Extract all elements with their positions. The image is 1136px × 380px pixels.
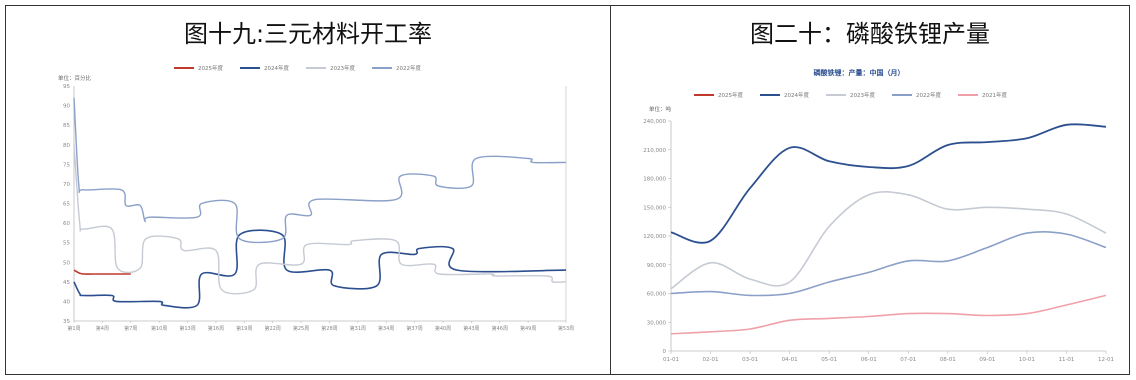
x-tick-label: 第28周 (321, 325, 337, 332)
y-tick-label: 50 (63, 260, 70, 266)
chart-title: 磷酸铁锂：产量：中国（月） (814, 68, 905, 77)
x-tick-label: 第10周 (151, 325, 167, 332)
x-tick-label: 第13周 (179, 325, 195, 332)
x-tick-label: 第46周 (492, 325, 508, 332)
legend-label: 2023年度 (850, 91, 875, 99)
legend-label: 2022年度 (916, 91, 941, 99)
x-tick-label: 04-01 (782, 357, 798, 361)
x-tick-label: 07-01 (900, 357, 916, 361)
figure-cell-right: 图二十：磷酸铁锂产量 磷酸铁锂：产量：中国（月） 2025年度 2024年度 2023… (611, 6, 1129, 374)
series-line-2021年度 (670, 294, 1107, 335)
x-tick-label: 第31周 (350, 325, 366, 332)
series-line-2022年度 (670, 231, 1107, 297)
y-tick-label: 120,000 (643, 234, 666, 240)
x-tick-label: 第1周 (67, 325, 80, 332)
x-tick-label: 第49周 (520, 325, 536, 332)
x-tick-label: 05-01 (821, 357, 837, 361)
x-tick-label: 第40周 (435, 325, 451, 332)
x-tick-label: 11-01 (1058, 357, 1074, 361)
y-tick-label: 0 (663, 349, 667, 355)
series-line-2023年度 (670, 191, 1107, 290)
figure-19-caption: 图十九:三元材料开工率 (183, 20, 433, 48)
y-tick-label: 80 (63, 143, 70, 149)
series-line-2023年度 (73, 144, 567, 295)
x-tick-label: 03-01 (742, 357, 758, 361)
x-tick-label: 01-01 (663, 357, 679, 361)
y-tick-label: 240,000 (643, 119, 666, 125)
x-tick-label: 09-01 (979, 357, 995, 361)
x-tick-label: 02-01 (703, 357, 719, 361)
y-tick-label: 95 (63, 84, 70, 90)
y-tick-label: 65 (63, 202, 70, 208)
legend-label: 2023年度 (330, 64, 355, 72)
report-figure-table: 图十九:三元材料开工率 2025年度 2024年度 2023年度 2022年度 单位：百… (5, 5, 1130, 375)
series-line-2025年度 (73, 269, 131, 275)
x-tick-label: 第43周 (463, 325, 479, 332)
y-tick-label: 150,000 (643, 205, 666, 211)
y-tick-label: 45 (63, 280, 70, 286)
lfp-output-chart: 磷酸铁锂：产量：中国（月） 2025年度 2024年度 2023年度 2022年度 202… (643, 68, 1114, 361)
x-tick-label: 第4周 (96, 325, 109, 332)
x-tick-label: 第34周 (378, 325, 394, 332)
x-tick-label: 12-01 (1098, 357, 1114, 361)
x-tick-label: 第7周 (124, 325, 137, 332)
y-tick-label: 90 (63, 104, 70, 110)
series-line-2024年度 (670, 123, 1107, 244)
legend-label: 2022年度 (396, 64, 421, 72)
legend-label: 2021年度 (982, 91, 1007, 99)
y-tick-label: 35 (63, 319, 70, 325)
legend-label: 2025年度 (718, 91, 743, 99)
y-tick-label: 55 (63, 241, 70, 247)
y-tick-label: 60,000 (647, 292, 667, 298)
figure-20-caption: 图二十：磷酸铁锂产量 (750, 20, 990, 48)
x-tick-label: 第53周 (558, 325, 574, 332)
x-tick-label: 06-01 (861, 357, 877, 361)
y-tick-label: 210,000 (643, 148, 666, 154)
x-tick-label: 第37周 (406, 325, 422, 332)
y-tick-label: 60 (63, 221, 70, 227)
y-tick-label: 75 (63, 162, 70, 168)
x-tick-label: 第19周 (236, 325, 252, 332)
x-tick-label: 第22周 (265, 325, 281, 332)
y-tick-label: 85 (63, 123, 70, 129)
y-tick-label: 90,000 (647, 263, 667, 269)
x-tick-label: 第16周 (208, 325, 224, 332)
series-line-2022年度 (73, 97, 567, 244)
x-tick-label: 08-01 (940, 357, 956, 361)
x-tick-label: 10-01 (1019, 357, 1035, 361)
legend-label: 2024年度 (784, 91, 809, 99)
x-tick-label: 第25周 (293, 325, 309, 332)
y-tick-label: 40 (63, 299, 70, 305)
y-tick-label: 30,000 (647, 320, 667, 326)
unit-label: 单位：百分比 (58, 74, 92, 82)
figure-cell-left: 图十九:三元材料开工率 2025年度 2024年度 2023年度 2022年度单位：百… (6, 6, 611, 374)
unit-label: 单位：吨 (649, 105, 672, 113)
legend-label: 2024年度 (264, 64, 289, 72)
series-line-2024年度 (73, 229, 567, 309)
y-tick-label: 70 (63, 182, 70, 188)
y-tick-label: 180,000 (643, 177, 666, 183)
legend-label: 2025年度 (198, 64, 223, 72)
